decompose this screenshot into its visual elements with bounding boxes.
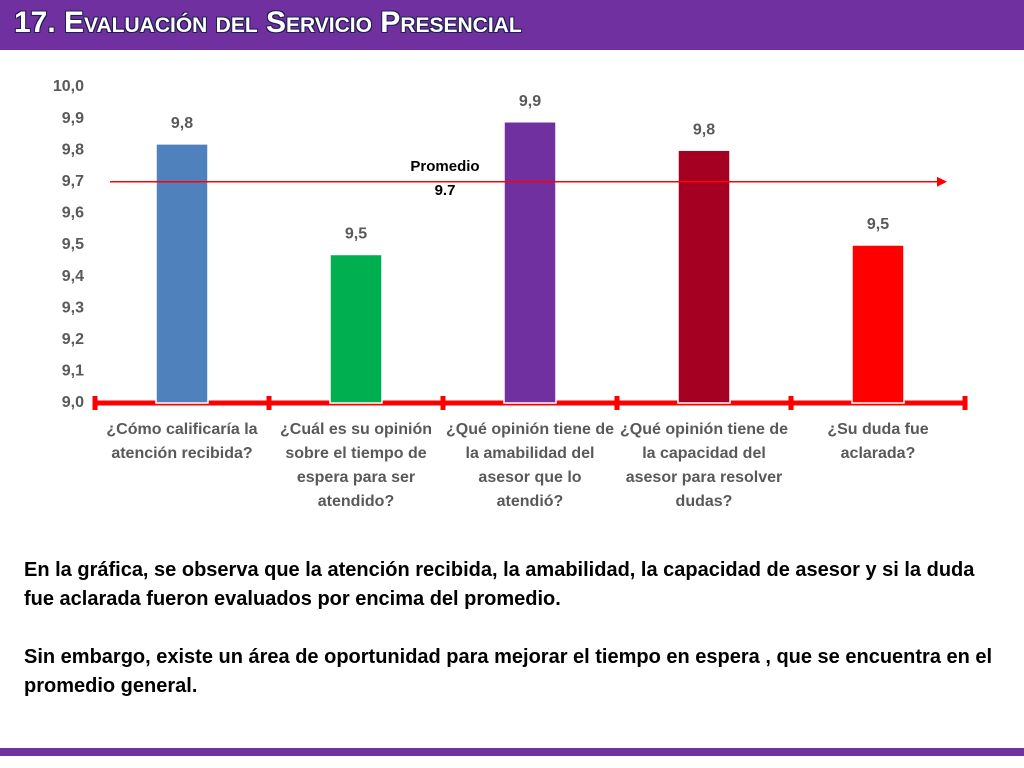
value-label: 9,8: [693, 121, 715, 138]
value-label: 9,9: [519, 93, 541, 110]
y-tick-label: 9,0: [62, 394, 84, 411]
value-label: 9,5: [867, 216, 889, 233]
y-tick-label: 9,6: [62, 205, 84, 222]
value-label: 9,5: [345, 226, 367, 243]
body-text: En la gráfica, se observa que la atenció…: [24, 556, 1009, 730]
average-value: 9.7: [435, 182, 456, 199]
bar: [155, 143, 209, 404]
x-tick-label: ¿Su duda fue aclarada?: [827, 421, 929, 462]
bar: [677, 149, 731, 404]
y-tick-label: 9,9: [62, 110, 84, 127]
y-tick-label: 9,8: [62, 141, 84, 158]
y-tick-label: 9,3: [62, 299, 84, 316]
y-tick-label: 9,4: [62, 268, 84, 285]
chart: 9,0 9,1 9,2 9,3 9,4 9,5 9,6 9,7 9,8 9,9 10,0 9,8 9,5…: [53, 78, 968, 411]
y-tick-label: 9,7: [62, 173, 84, 190]
bar: [851, 244, 905, 404]
slide-title: 17. Evaluación del Servicio Presencial: [14, 6, 522, 39]
header-bar: 17. Evaluación del Servicio Presencial: [0, 0, 1024, 50]
footer-bar: [0, 748, 1024, 756]
y-tick-label: 9,1: [62, 363, 84, 380]
x-tick-label: ¿Qué opinión tiene de la capacidad del a…: [620, 421, 788, 510]
y-tick-label: 9,2: [62, 331, 84, 348]
paragraph: En la gráfica, se observa que la atenció…: [24, 559, 975, 610]
paragraph: Sin embargo, existe un área de oportunid…: [24, 646, 993, 697]
average-label: Promedio: [410, 158, 479, 175]
x-tick-label: ¿Cómo calificaría la atención recibida?: [106, 421, 258, 462]
x-tick-label: ¿Cuál es su opinión sobre el tiempo de e…: [279, 421, 432, 510]
bar: [503, 121, 557, 404]
x-tick-label: ¿Qué opinión tiene de la amabilidad del …: [446, 421, 614, 510]
y-tick-label: 9,5: [62, 236, 84, 253]
value-label: 9,8: [171, 115, 193, 132]
y-tick-label: 10,0: [53, 78, 84, 95]
bar: [329, 253, 383, 404]
